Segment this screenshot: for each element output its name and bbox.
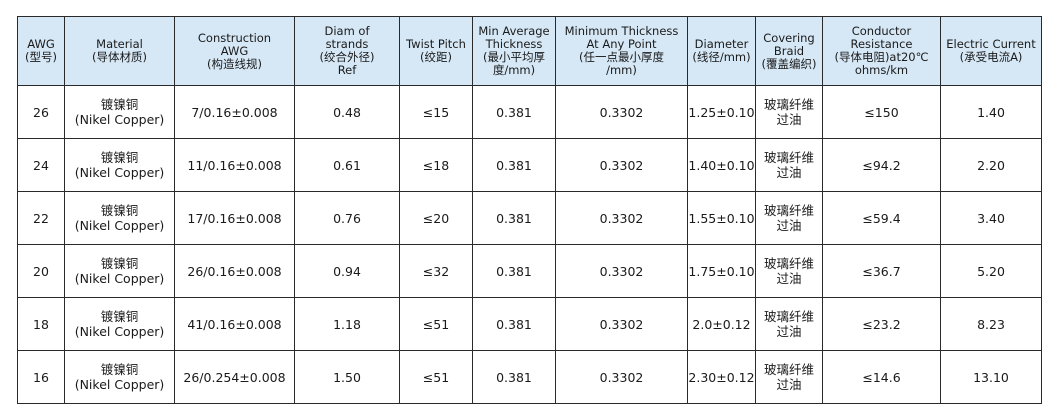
cell-covering: 玻璃纤维 过油 bbox=[755, 297, 823, 351]
table-row: 24 镀镍铜 (Nikel Copper) 11/0.16±0.008 0.61 … bbox=[17, 138, 1042, 192]
cell-diameter: 2.0±0.12 bbox=[687, 297, 756, 351]
header-diam-strands: Diam of strands (绞合外径) Ref bbox=[294, 16, 400, 86]
header-covering-braid: Covering Braid (覆盖编织) bbox=[755, 16, 823, 86]
table-row: 16 镀镍铜 (Nikel Copper) 26/0.254±0.008 1.50… bbox=[17, 350, 1042, 404]
header-material: Material (导体材质) bbox=[64, 16, 175, 86]
cell-twist-pitch: ≤51 bbox=[399, 297, 473, 351]
cell-diameter: 1.55±0.10 bbox=[687, 191, 756, 245]
material-en: (Nikel Copper) bbox=[74, 218, 165, 233]
cell-diameter: 2.30±0.12 bbox=[687, 350, 756, 404]
cell-construction: 11/0.16±0.008 bbox=[174, 138, 295, 192]
cell-current: 2.20 bbox=[940, 138, 1042, 192]
cell-construction: 26/0.254±0.008 bbox=[174, 350, 295, 404]
material-en: (Nikel Copper) bbox=[74, 112, 165, 127]
material-cn: 镀镍铜 bbox=[100, 256, 139, 271]
cell-twist-pitch: ≤51 bbox=[399, 350, 473, 404]
header-electric-current: Electric Current (承受电流A) bbox=[940, 16, 1042, 86]
spec-table-container: AWG (型号) Material (导体材质) Construction AW… bbox=[17, 16, 1042, 404]
cell-covering: 玻璃纤维 过油 bbox=[755, 191, 823, 245]
cell-min-thickness-point: 0.3302 bbox=[555, 138, 688, 192]
cell-min-avg-thickness: 0.381 bbox=[472, 297, 556, 351]
material-cn: 镀镍铜 bbox=[100, 150, 139, 165]
cell-material: 镀镍铜 (Nikel Copper) bbox=[64, 244, 175, 298]
cell-resistance: ≤36.7 bbox=[822, 244, 941, 298]
cell-awg: 18 bbox=[17, 297, 65, 351]
cell-covering: 玻璃纤维 过油 bbox=[755, 85, 823, 139]
cell-twist-pitch: ≤20 bbox=[399, 191, 473, 245]
material-cn: 镀镍铜 bbox=[100, 362, 139, 377]
table-row: 22 镀镍铜 (Nikel Copper) 17/0.16±0.008 0.76 … bbox=[17, 191, 1042, 245]
cell-min-avg-thickness: 0.381 bbox=[472, 138, 556, 192]
cell-resistance: ≤23.2 bbox=[822, 297, 941, 351]
cell-covering: 玻璃纤维 过油 bbox=[755, 244, 823, 298]
cell-material: 镀镍铜 (Nikel Copper) bbox=[64, 350, 175, 404]
cell-min-avg-thickness: 0.381 bbox=[472, 85, 556, 139]
cell-current: 13.10 bbox=[940, 350, 1042, 404]
cell-awg: 20 bbox=[17, 244, 65, 298]
cell-min-thickness-point: 0.3302 bbox=[555, 191, 688, 245]
cell-diameter: 1.40±0.10 bbox=[687, 138, 756, 192]
cell-material: 镀镍铜 (Nikel Copper) bbox=[64, 191, 175, 245]
cell-current: 8.23 bbox=[940, 297, 1042, 351]
header-row: AWG (型号) Material (导体材质) Construction AW… bbox=[17, 16, 1042, 86]
cell-min-avg-thickness: 0.381 bbox=[472, 244, 556, 298]
cell-construction: 41/0.16±0.008 bbox=[174, 297, 295, 351]
cell-current: 1.40 bbox=[940, 85, 1042, 139]
table-row: 20 镀镍铜 (Nikel Copper) 26/0.16±0.008 0.94 … bbox=[17, 244, 1042, 298]
header-conductor-resistance: Conductor Resistance (导体电阻)at20℃ ohms/km bbox=[822, 16, 941, 86]
material-cn: 镀镍铜 bbox=[100, 97, 139, 112]
cell-construction: 7/0.16±0.008 bbox=[174, 85, 295, 139]
cell-awg: 24 bbox=[17, 138, 65, 192]
material-en: (Nikel Copper) bbox=[74, 377, 165, 392]
cell-current: 3.40 bbox=[940, 191, 1042, 245]
cell-covering: 玻璃纤维 过油 bbox=[755, 138, 823, 192]
cell-material: 镀镍铜 (Nikel Copper) bbox=[64, 297, 175, 351]
cell-construction: 17/0.16±0.008 bbox=[174, 191, 295, 245]
cell-current: 5.20 bbox=[940, 244, 1042, 298]
cell-diam-strands: 0.94 bbox=[294, 244, 400, 298]
cell-min-thickness-point: 0.3302 bbox=[555, 244, 688, 298]
cell-diam-strands: 0.61 bbox=[294, 138, 400, 192]
cell-diam-strands: 1.50 bbox=[294, 350, 400, 404]
table-row: 26 镀镍铜 (Nikel Copper) 7/0.16±0.008 0.48 ≤… bbox=[17, 85, 1042, 139]
cell-twist-pitch: ≤32 bbox=[399, 244, 473, 298]
material-cn: 镀镍铜 bbox=[100, 203, 139, 218]
cell-diam-strands: 1.18 bbox=[294, 297, 400, 351]
wire-spec-table: AWG (型号) Material (导体材质) Construction AW… bbox=[17, 16, 1042, 404]
material-cn: 镀镍铜 bbox=[100, 309, 139, 324]
header-min-avg-thickness: Min Average Thickness (最小平均厚 度/mm) bbox=[472, 16, 556, 86]
cell-resistance: ≤94.2 bbox=[822, 138, 941, 192]
cell-twist-pitch: ≤15 bbox=[399, 85, 473, 139]
cell-diameter: 1.25±0.10 bbox=[687, 85, 756, 139]
cell-min-thickness-point: 0.3302 bbox=[555, 85, 688, 139]
material-en: (Nikel Copper) bbox=[74, 271, 165, 286]
cell-min-thickness-point: 0.3302 bbox=[555, 297, 688, 351]
table-row: 18 镀镍铜 (Nikel Copper) 41/0.16±0.008 1.18 … bbox=[17, 297, 1042, 351]
cell-diam-strands: 0.48 bbox=[294, 85, 400, 139]
cell-material: 镀镍铜 (Nikel Copper) bbox=[64, 138, 175, 192]
cell-awg: 26 bbox=[17, 85, 65, 139]
cell-min-thickness-point: 0.3302 bbox=[555, 350, 688, 404]
material-en: (Nikel Copper) bbox=[74, 165, 165, 180]
cell-diam-strands: 0.76 bbox=[294, 191, 400, 245]
cell-diameter: 1.75±0.10 bbox=[687, 244, 756, 298]
material-en: (Nikel Copper) bbox=[74, 324, 165, 339]
cell-awg: 22 bbox=[17, 191, 65, 245]
header-awg: AWG (型号) bbox=[17, 16, 65, 86]
cell-min-avg-thickness: 0.381 bbox=[472, 350, 556, 404]
cell-resistance: ≤150 bbox=[822, 85, 941, 139]
cell-construction: 26/0.16±0.008 bbox=[174, 244, 295, 298]
header-twist-pitch: Twist Pitch (绞距) bbox=[399, 16, 473, 86]
header-diameter: Diameter (线径/mm) bbox=[687, 16, 756, 86]
cell-covering: 玻璃纤维 过油 bbox=[755, 350, 823, 404]
header-min-thickness-point: Minimum Thickness At Any Point (任一点最小厚度 … bbox=[555, 16, 688, 86]
cell-awg: 16 bbox=[17, 350, 65, 404]
cell-min-avg-thickness: 0.381 bbox=[472, 191, 556, 245]
cell-twist-pitch: ≤18 bbox=[399, 138, 473, 192]
cell-resistance: ≤14.6 bbox=[822, 350, 941, 404]
cell-material: 镀镍铜 (Nikel Copper) bbox=[64, 85, 175, 139]
header-construction: Construction AWG (构造线规) bbox=[174, 16, 295, 86]
cell-resistance: ≤59.4 bbox=[822, 191, 941, 245]
